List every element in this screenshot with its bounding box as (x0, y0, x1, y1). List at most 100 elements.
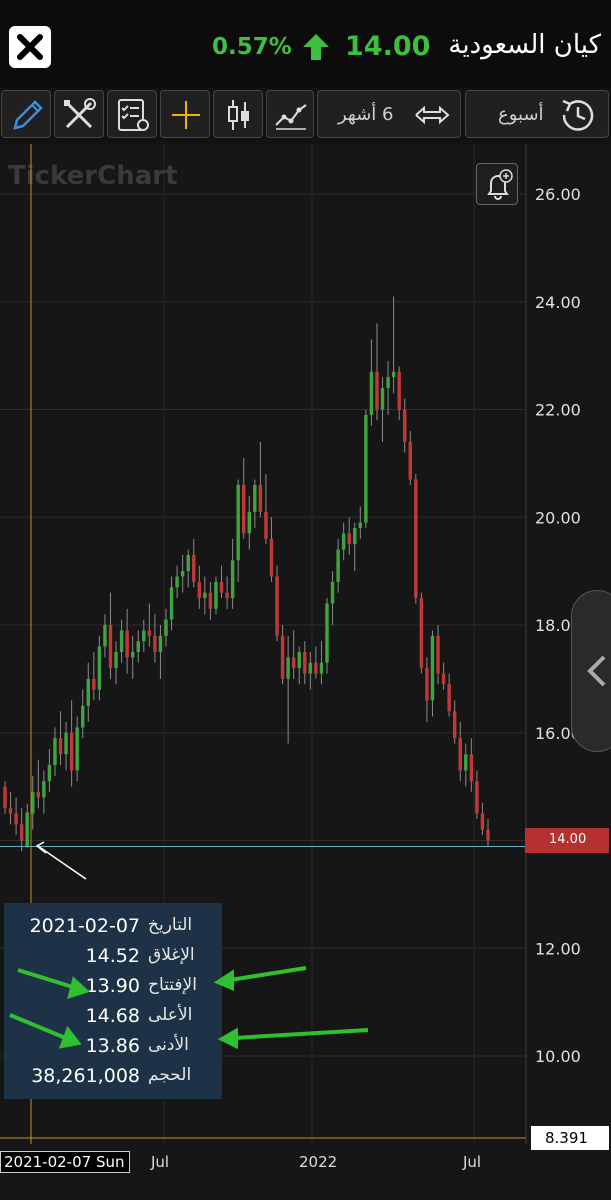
interval-label: أسبوع (498, 104, 544, 125)
candle-body (25, 812, 29, 846)
x-tick-label: 2022 (299, 1153, 338, 1171)
candle-body (42, 781, 46, 798)
last-price-tag: 14.00 (525, 828, 609, 853)
candle-body (403, 409, 407, 442)
candle-info-panel: 2021-02-07 التاريخ 14.52 الإغلاق 13.90 ا… (4, 903, 222, 1099)
candle-body (230, 560, 235, 599)
candle-body (397, 371, 401, 410)
candle-body (303, 651, 307, 674)
chevron-left-icon (587, 655, 606, 687)
candle-body (414, 479, 418, 599)
candle-body (108, 625, 113, 669)
candle-body (408, 441, 412, 480)
candle-body (369, 371, 374, 415)
y-tick-label: 24.00 (535, 293, 581, 312)
close-button[interactable] (9, 26, 51, 68)
settings-button[interactable] (107, 90, 157, 138)
chart-type-button[interactable] (213, 90, 263, 138)
candle-body (475, 781, 479, 814)
candle-body (153, 635, 157, 652)
candle-body (247, 511, 251, 534)
info-date-label: التاريخ (148, 915, 193, 935)
period-selector[interactable]: 6 أشهر (317, 90, 461, 138)
candle-body (419, 598, 424, 669)
candle-body (86, 678, 90, 706)
candle-body (47, 765, 52, 782)
candle-body (197, 581, 202, 599)
candle-body (280, 635, 285, 679)
candle-body (319, 662, 324, 674)
tools-button[interactable] (54, 90, 104, 138)
watermark: TickerChart (8, 161, 178, 191)
candle-body (69, 732, 74, 771)
y-tick-labels: 26.00 24.00 22.00 20.00 18.00 16.00 12.00 10.00 (535, 185, 581, 1066)
info-close-label: الإغلاق (148, 945, 195, 965)
period-label: 6 أشهر (338, 104, 394, 125)
change-percent: 0.57% (212, 34, 292, 60)
up-arrow-icon (303, 34, 329, 60)
info-volume-value: 38,261,008 (31, 1065, 140, 1087)
volume-axis-value: 8.391 (545, 1129, 588, 1147)
candle-body (208, 592, 213, 609)
candle-body (53, 738, 57, 766)
candle-body (386, 377, 390, 388)
candle-body (31, 792, 35, 814)
candle-body (375, 371, 379, 410)
side-panel-toggle[interactable] (571, 590, 611, 752)
candle-body (486, 829, 490, 841)
candle-body (297, 651, 301, 669)
candle-body (358, 522, 363, 529)
candle-body (425, 668, 429, 701)
info-row-date: 2021-02-07 التاريخ (4, 915, 222, 945)
candle-body (147, 630, 152, 636)
x-tick-label: Jul (151, 1153, 170, 1171)
candle-body (125, 630, 129, 658)
candle-body (286, 657, 290, 679)
crosshair-date-text: 2021-02-07 Sun (4, 1153, 125, 1171)
info-row-open: 13.90 الإفتتاح (4, 975, 222, 1005)
candle-body (380, 387, 385, 410)
candle-body (203, 592, 207, 599)
candle-body (469, 754, 474, 782)
info-open-label: الإفتتاح (148, 975, 197, 995)
info-close-value: 14.52 (85, 945, 140, 967)
candle-body (336, 549, 340, 582)
pencil-icon (13, 100, 43, 130)
y-tick-label: 12.00 (535, 939, 581, 958)
candle-body (264, 511, 268, 539)
candle-body (192, 554, 196, 582)
annotation-white-arrowhead (35, 841, 47, 854)
candle-body (219, 581, 224, 593)
annotation-white-arrow (37, 845, 87, 880)
candle-body (175, 576, 179, 588)
candlestick-icon (228, 100, 249, 130)
chart-toolbar: 6 أشهر أسبوع (0, 88, 611, 144)
y-tick-label: 18.00 (535, 616, 581, 635)
crosshair-button[interactable] (160, 90, 210, 138)
candle-body (452, 711, 457, 739)
volume-axis-tag: 8.391 (531, 1126, 609, 1150)
bell-plus-icon (487, 169, 513, 200)
tools-icon (64, 98, 96, 129)
candle-body (158, 635, 163, 652)
info-row-high: 14.68 الأعلى (4, 1005, 222, 1035)
info-row-volume: 38,261,008 الحجم (4, 1065, 222, 1095)
interval-selector[interactable]: أسبوع (465, 90, 609, 138)
candle-body (430, 635, 435, 701)
info-row-low: 13.86 الأدنى (4, 1035, 222, 1065)
swap-arrows-icon (415, 105, 450, 125)
candle-body (8, 808, 13, 814)
y-tick-label: 10.00 (535, 1047, 581, 1066)
candle-body (81, 705, 85, 728)
last-price-tag-value: 14.00 (549, 832, 587, 847)
info-date-value: 2021-02-07 (29, 915, 140, 937)
candle-body (353, 528, 357, 545)
indicators-button[interactable] (266, 90, 314, 138)
draw-button[interactable] (1, 90, 51, 138)
candle-body (314, 662, 318, 674)
candle-body (64, 732, 68, 755)
top-bar: 0.57% 14.00 كيان السعودية (0, 0, 611, 88)
add-alert-button[interactable] (476, 163, 518, 205)
candle-body (464, 754, 468, 771)
candle-body (130, 651, 135, 658)
